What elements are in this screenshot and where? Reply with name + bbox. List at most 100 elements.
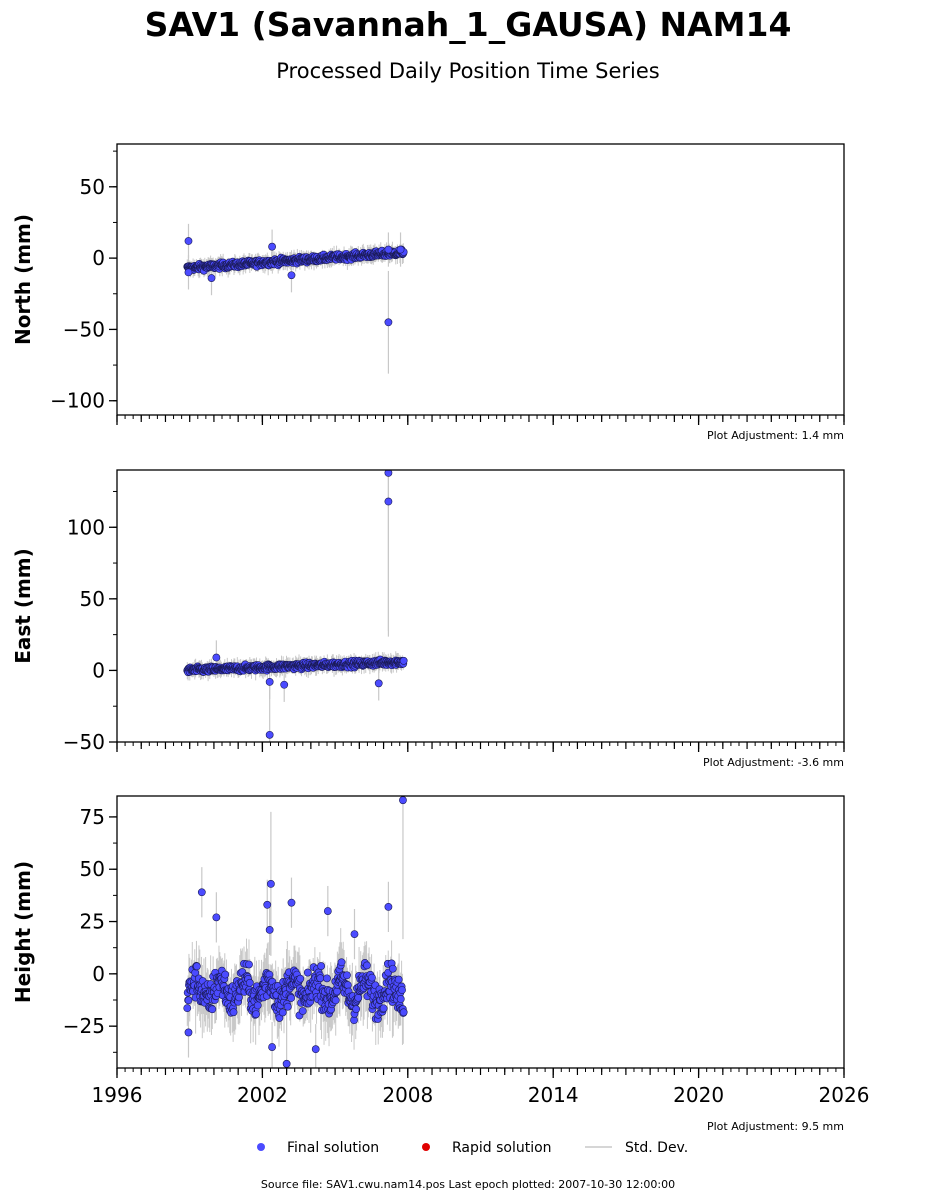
outlier-point [207, 274, 216, 282]
outlier-point [184, 268, 193, 277]
y-tick-label: 50 [80, 175, 105, 199]
panel-data [183, 470, 408, 742]
plot-adjustment: Plot Adjustment: -3.6 mm [703, 756, 844, 769]
plot-frame [116, 143, 845, 416]
data-point [396, 995, 405, 1003]
data-point [379, 1004, 388, 1013]
data-point [221, 970, 230, 979]
outlier-point [212, 653, 221, 662]
data-point [245, 960, 253, 969]
y-tick-label: 50 [80, 587, 105, 611]
data-point [278, 1008, 287, 1017]
y-tick-label: −25 [63, 1014, 105, 1038]
outlier-point [384, 245, 393, 254]
outlier-point [184, 1028, 193, 1037]
data-point [235, 993, 243, 1002]
data-point [316, 974, 325, 983]
data-point [245, 978, 254, 987]
data-point [298, 1007, 307, 1015]
outlier-point [399, 796, 407, 805]
data-point [388, 964, 397, 973]
x-tick-label: 2002 [237, 1083, 288, 1107]
x-tick-label: 2014 [528, 1083, 579, 1107]
outlier-point [265, 677, 274, 686]
data-point [398, 986, 406, 994]
data-point [323, 974, 331, 983]
x-tick-label: 2020 [673, 1083, 724, 1107]
outlier-point [268, 242, 276, 251]
outlier-point [265, 926, 274, 934]
data-point [368, 973, 376, 982]
outlier-point [396, 245, 405, 254]
source-footer: Source file: SAV1.cwu.nam14.pos Last epo… [261, 1178, 675, 1191]
data-point [208, 1005, 217, 1014]
x-tick-label: 2026 [819, 1083, 870, 1107]
y-tick-label: −50 [63, 317, 105, 341]
data-point [184, 996, 193, 1005]
data-point [352, 1005, 361, 1014]
x-tick-label: 1996 [92, 1083, 143, 1107]
y-axis-label: North (mm) [11, 214, 35, 345]
plot-adjustment: Plot Adjustment: 9.5 mm [707, 1120, 844, 1133]
data-point [303, 968, 312, 977]
outlier-point [384, 497, 393, 506]
outlier-point [266, 879, 275, 888]
data-point [283, 1002, 292, 1011]
panel-2: 75 50 25 0 −25 Height (mm) Plot Adjustment: 9.… [11, 795, 870, 1133]
data-point [337, 958, 346, 967]
outlier-point [384, 318, 393, 327]
data-point [192, 962, 201, 971]
y-axis-label: East (mm) [11, 548, 35, 664]
outlier-point [287, 898, 296, 907]
y-tick-label: 0 [92, 962, 105, 986]
data-point [399, 656, 408, 665]
data-point [253, 1001, 262, 1010]
y-tick-label: −100 [50, 389, 105, 413]
data-point [183, 1004, 192, 1013]
legend-final-marker [257, 1143, 265, 1151]
data-point [229, 1008, 238, 1017]
panel-data [183, 796, 408, 1068]
legend: Final solution Rapid solution Std. Dev. [257, 1140, 688, 1156]
panel-0: 50 0 −50 −100 North (mm) Plot Adjustment: 1.4… [11, 143, 845, 442]
plot-frame [116, 469, 845, 743]
plot-adjustment: Plot Adjustment: 1.4 mm [707, 429, 844, 442]
data-point [296, 974, 305, 983]
outlier-point [374, 679, 383, 688]
data-point [394, 975, 403, 984]
data-point [354, 993, 363, 1002]
panels-group: 50 0 −50 −100 North (mm) Plot Adjustment: 1.4… [11, 143, 870, 1133]
data-point [363, 961, 371, 970]
outlier-point [282, 1059, 291, 1068]
y-tick-label: 0 [92, 658, 105, 682]
y-tick-label: 75 [80, 805, 105, 829]
chart-title: SAV1 (Savannah_1_GAUSA) NAM14 [145, 5, 792, 44]
panel-data [183, 223, 408, 374]
outlier-point [384, 470, 393, 477]
data-point [287, 994, 296, 1002]
outlier-point [384, 902, 393, 911]
outlier-point [268, 1043, 276, 1051]
data-point [317, 962, 326, 970]
y-tick-label: 50 [80, 857, 105, 881]
y-tick-label: 100 [67, 515, 105, 539]
data-point [343, 981, 352, 989]
data-point [399, 1008, 408, 1017]
x-tick-label: 2008 [382, 1083, 433, 1107]
legend-final-label: Final solution [287, 1140, 379, 1156]
chart-subtitle: Processed Daily Position Time Series [276, 59, 660, 83]
y-tick-label: 25 [80, 910, 105, 934]
data-point [331, 996, 340, 1005]
outlier-point [280, 680, 289, 689]
outlier-point [263, 900, 272, 909]
legend-std-label: Std. Dev. [625, 1140, 688, 1156]
y-tick-label: −50 [63, 730, 105, 754]
outlier-point [184, 237, 193, 245]
y-tick-label: 0 [92, 246, 105, 270]
legend-rapid-label: Rapid solution [452, 1140, 552, 1156]
outlier-point [265, 730, 274, 739]
legend-rapid-marker [422, 1143, 430, 1151]
plot-frame [116, 795, 845, 1069]
outlier-point [323, 907, 332, 915]
